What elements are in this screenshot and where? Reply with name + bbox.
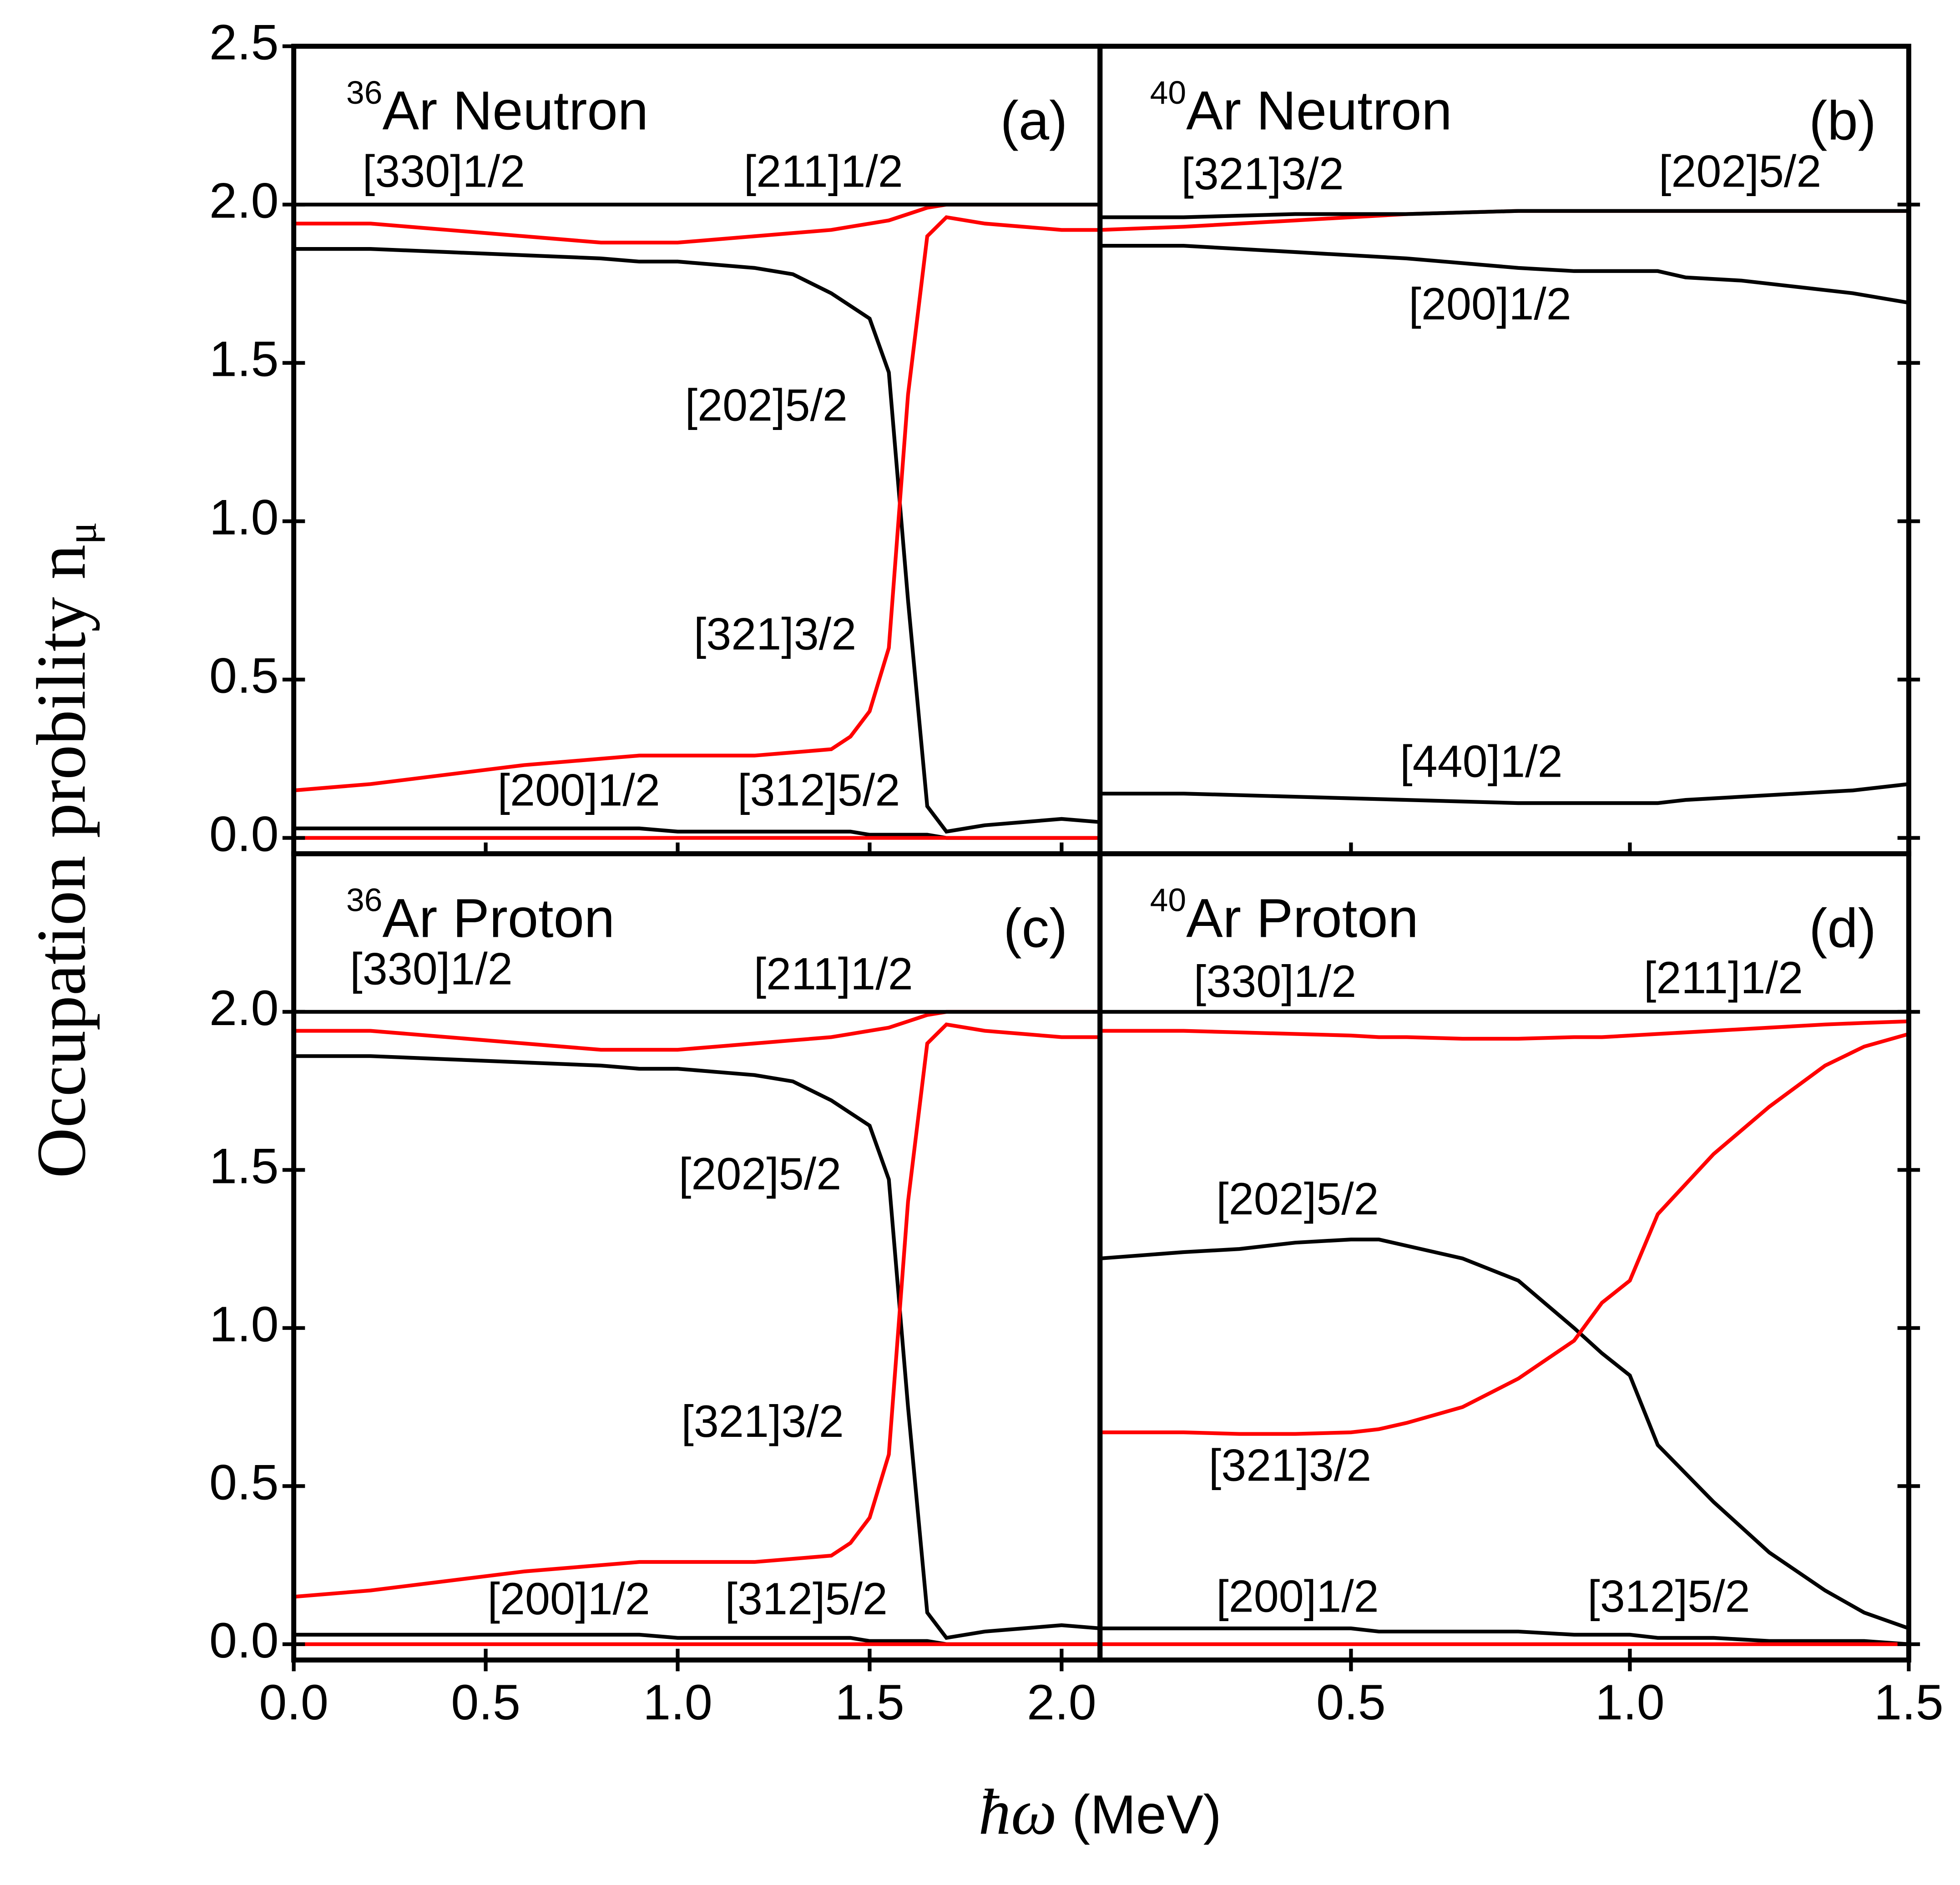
panel: [330]1/2 [211]1/2 [202]5/2 [321]3/2 [200]1/2… [209, 15, 1103, 862]
x-tick-label: 1.0 [643, 1675, 712, 1730]
x-axis-label-symbol: ħω [979, 1776, 1057, 1848]
x-axis-label-unit: (MeV) [1072, 1784, 1222, 1845]
series-label: [200]1/2 [497, 765, 660, 815]
series-line [293, 1054, 1100, 1640]
panel-letter: (d) [1809, 897, 1876, 959]
series-label: [330]1/2 [363, 146, 525, 197]
panel-title: 40Ar Proton [1150, 882, 1419, 949]
series-line [1100, 1019, 1909, 1041]
y-tick-label: 1.5 [209, 332, 279, 387]
series-label: [200]1/2 [1216, 1571, 1379, 1622]
series-line [293, 215, 1100, 793]
panel-letter: (b) [1809, 90, 1876, 152]
x-tick-label: 2.0 [1027, 1675, 1096, 1730]
series-label: [202]5/2 [1216, 1173, 1379, 1224]
panel-title-text: Ar Proton [1186, 887, 1419, 949]
series-line [1100, 1626, 1909, 1646]
y-tick-label: 0.5 [209, 1455, 279, 1510]
y-axis-label: Occupation probility nμ [23, 522, 106, 1178]
series-label: [321]3/2 [1209, 1440, 1371, 1490]
x-tick-label: 1.5 [1874, 1675, 1944, 1730]
series-label: [312]5/2 [738, 765, 900, 815]
panel-title-text: Ar Proton [382, 887, 615, 949]
y-tick-label: 1.5 [209, 1138, 279, 1194]
series-line [1100, 209, 1909, 232]
series-label: [200]1/2 [1409, 278, 1571, 329]
y-axis-label-sub: μ [59, 522, 106, 545]
y-tick-label: 1.0 [209, 490, 279, 546]
x-tick-label: 0.5 [451, 1675, 520, 1730]
series-label: [202]5/2 [685, 380, 848, 430]
series-line [1100, 209, 1909, 219]
series-label: [200]1/2 [488, 1573, 650, 1624]
panel-title: 36Ar Neutron [346, 75, 648, 142]
series-line [1100, 782, 1909, 805]
panel-letter: (c) [1003, 897, 1067, 959]
panel-title: 36Ar Proton [346, 882, 615, 949]
y-tick-label: 0.5 [209, 648, 279, 704]
series-label: [321]3/2 [1181, 148, 1344, 199]
panel-title-text: Ar Neutron [1186, 80, 1452, 142]
series-label: [211]1/2 [744, 146, 903, 197]
series-label: [202]5/2 [1659, 146, 1821, 197]
y-tick-label: 0.0 [209, 1613, 279, 1668]
panel: [321]3/2 [202]5/2 [200]1/2 [440]1/2 40Ar Neu… [1097, 44, 1920, 856]
series-label: [211]1/2 [754, 949, 913, 999]
series-line [293, 247, 1100, 834]
series-line [1100, 1032, 1909, 1436]
series-label: [312]5/2 [725, 1573, 888, 1624]
series-label: [202]5/2 [679, 1148, 841, 1199]
series-label: [321]3/2 [681, 1396, 844, 1446]
panel-title-mass: 36 [346, 75, 382, 111]
y-tick-label: 2.0 [209, 980, 279, 1036]
series-label: [330]1/2 [350, 944, 512, 994]
y-tick-label: 2.5 [209, 15, 279, 71]
panel-letter: (a) [1000, 90, 1068, 152]
series-label: [321]3/2 [694, 608, 856, 659]
series-label: [330]1/2 [1194, 956, 1356, 1006]
series-line [293, 1022, 1100, 1599]
panel-frame [1097, 851, 1911, 1663]
panel-title: 40Ar Neutron [1150, 75, 1452, 142]
panel: [330]1/2 [211]1/2 [202]5/2 [321]3/2 [200]1/2… [209, 851, 1103, 1730]
panel-title-mass: 40 [1150, 882, 1186, 918]
x-axis-label: ħω (MeV) [979, 1776, 1222, 1848]
panel-title-mass: 40 [1150, 75, 1186, 111]
panel-title-text: Ar Neutron [382, 80, 648, 142]
series-line [1100, 244, 1909, 305]
x-tick-label: 0.0 [259, 1675, 328, 1730]
y-axis-label-text: Occupation probility n [23, 545, 100, 1178]
x-tick-label: 0.5 [1316, 1675, 1386, 1730]
panel: [330]1/2 [211]1/2 [202]5/2 [321]3/2 [200]1/2… [1097, 851, 1944, 1730]
series-label: [440]1/2 [1400, 736, 1562, 787]
x-tick-label: 1.0 [1595, 1675, 1665, 1730]
panel-title-mass: 36 [346, 882, 382, 918]
y-tick-label: 2.0 [209, 173, 279, 229]
y-tick-label: 0.0 [209, 807, 279, 862]
series-label: [312]5/2 [1587, 1571, 1750, 1622]
series-label: [211]1/2 [1644, 952, 1803, 1003]
y-tick-label: 1.0 [209, 1297, 279, 1352]
series-line [1100, 1238, 1909, 1630]
x-tick-label: 1.5 [835, 1675, 904, 1730]
